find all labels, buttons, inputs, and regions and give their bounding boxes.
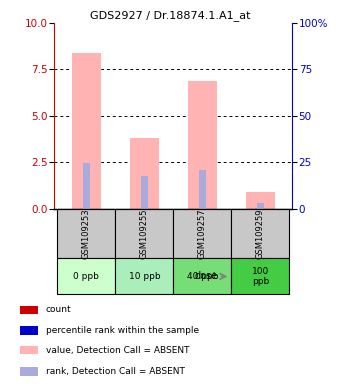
Bar <box>115 209 173 258</box>
Text: count: count <box>46 305 72 314</box>
Text: 0 ppb: 0 ppb <box>73 272 99 281</box>
Bar <box>232 258 289 295</box>
Text: rank, Detection Call = ABSENT: rank, Detection Call = ABSENT <box>46 367 185 376</box>
Text: GSM109259: GSM109259 <box>256 209 265 259</box>
Bar <box>173 209 232 258</box>
Text: GSM109257: GSM109257 <box>198 208 207 259</box>
Bar <box>246 192 275 209</box>
Bar <box>83 163 90 209</box>
Text: dose: dose <box>194 271 218 281</box>
Bar <box>173 258 232 295</box>
Bar <box>130 138 159 209</box>
Text: GDS2927 / Dr.18874.1.A1_at: GDS2927 / Dr.18874.1.A1_at <box>90 10 250 20</box>
Bar <box>199 170 206 209</box>
Bar <box>257 203 264 209</box>
Bar <box>232 209 289 258</box>
Bar <box>20 346 38 354</box>
Bar <box>57 209 115 258</box>
Text: value, Detection Call = ABSENT: value, Detection Call = ABSENT <box>46 346 189 355</box>
Bar <box>57 258 115 295</box>
Bar <box>20 306 38 314</box>
Bar <box>20 367 38 376</box>
Text: GSM109255: GSM109255 <box>140 209 149 259</box>
Bar <box>115 258 173 295</box>
Bar <box>141 176 148 209</box>
Text: GSM109253: GSM109253 <box>82 208 91 259</box>
Text: 40 ppb: 40 ppb <box>187 272 218 281</box>
Bar <box>72 53 101 209</box>
Text: 10 ppb: 10 ppb <box>129 272 160 281</box>
Text: 100
ppb: 100 ppb <box>252 267 269 286</box>
Bar <box>20 326 38 335</box>
Bar <box>188 81 217 209</box>
Text: percentile rank within the sample: percentile rank within the sample <box>46 326 199 335</box>
